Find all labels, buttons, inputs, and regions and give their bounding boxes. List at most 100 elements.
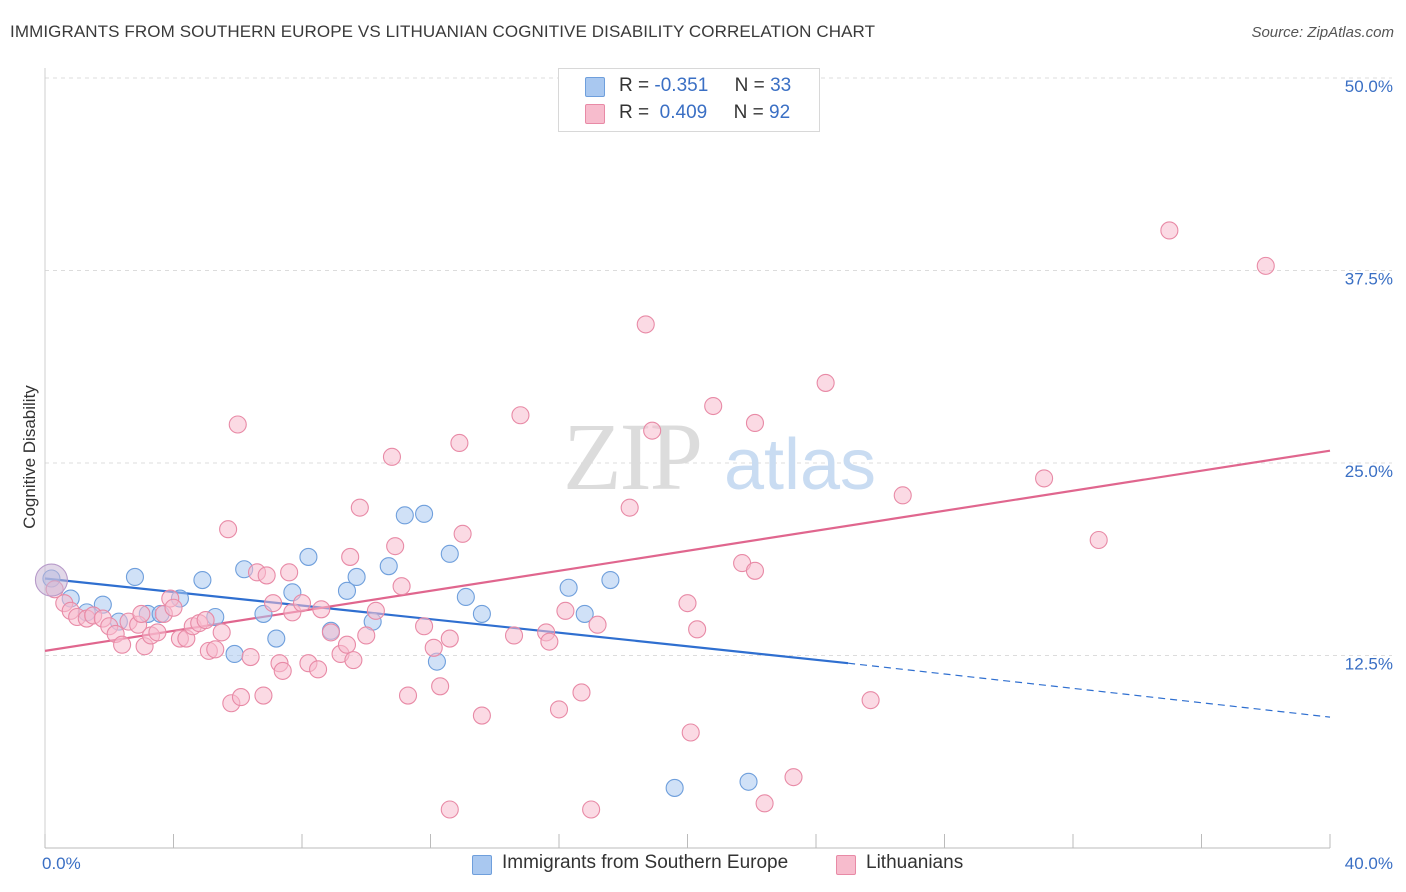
point-lithuanians-73 — [636, 315, 655, 334]
point-immigrants-9 — [193, 570, 212, 590]
point-lithuanians-58 — [431, 677, 450, 696]
point-immigrants-32 — [739, 772, 758, 791]
point-lithuanians-67 — [549, 700, 569, 719]
legend-label-immigrants: Immigrants from Southern Europe — [502, 852, 789, 873]
point-lithuanians-59 — [440, 629, 459, 648]
point-immigrants-30 — [601, 570, 620, 590]
point-lithuanians-44 — [321, 623, 340, 642]
point-lithuanians-82 — [784, 768, 803, 787]
legend-label-lithuanians: Lithuanians — [866, 852, 964, 873]
x-tick-label-0: 0.0% — [42, 854, 81, 873]
point-lithuanians-48 — [344, 651, 363, 670]
point-lithuanians-15 — [148, 623, 167, 642]
point-immigrants-26 — [456, 587, 475, 607]
point-lithuanians-53 — [386, 537, 405, 556]
point-immigrants-27 — [472, 604, 491, 623]
point-lithuanians-42 — [309, 660, 328, 679]
point-immigrants-29 — [575, 604, 594, 623]
point-immigrants-21 — [379, 557, 398, 576]
point-lithuanians-90 — [688, 620, 707, 639]
legend-r-label: R = — [619, 75, 650, 96]
point-lithuanians-91 — [440, 800, 459, 819]
point-lithuanians-9 — [113, 635, 132, 654]
y-tick-label-2: 37.5% — [1345, 270, 1393, 289]
point-lithuanians-68 — [556, 601, 575, 620]
point-lithuanians-33 — [254, 686, 273, 705]
point-lithuanians-81 — [755, 794, 774, 813]
point-lithuanians-18 — [164, 598, 183, 617]
point-cluster-origin — [34, 563, 68, 597]
axes — [44, 68, 1331, 849]
legend-swatch-lithuanians — [836, 855, 856, 875]
point-lithuanians-37 — [273, 661, 292, 680]
point-lithuanians-38 — [280, 563, 299, 582]
point-lithuanians-64 — [511, 406, 530, 425]
point-lithuanians-60 — [450, 433, 469, 453]
point-immigrants-18 — [337, 581, 357, 600]
legend-n-value-immigrants: 33 — [770, 75, 792, 96]
point-lithuanians-79 — [745, 561, 765, 580]
point-lithuanians-30 — [231, 688, 251, 707]
point-immigrants-19 — [347, 567, 366, 587]
point-lithuanians-31 — [241, 647, 260, 667]
point-lithuanians-12 — [132, 604, 151, 623]
source-credit: Source: ZipAtlas.com — [1251, 24, 1394, 41]
tick-labels: 12.5% 25.0% 37.5% 50.0% 0.0% 40.0% — [42, 77, 1393, 873]
point-lithuanians-84 — [861, 691, 880, 710]
point-lithuanians-76 — [681, 723, 700, 742]
y-tick-label-1: 25.0% — [1345, 462, 1393, 481]
point-lithuanians-75 — [678, 594, 697, 613]
legend-r-value-immigrants: -0.351 — [654, 75, 709, 96]
grid-lines — [45, 77, 1392, 656]
legend-swatch-lithuanians — [585, 104, 605, 124]
point-lithuanians-66 — [540, 632, 559, 651]
point-lithuanians-80 — [745, 413, 765, 433]
watermark: ZIP atlas — [563, 403, 876, 510]
point-lithuanians-52 — [382, 447, 402, 466]
point-lithuanians-85 — [893, 486, 912, 505]
point-immigrants-11 — [225, 644, 244, 664]
point-lithuanians-89 — [1256, 256, 1275, 275]
point-lithuanians-46 — [337, 635, 357, 654]
point-lithuanians-49 — [350, 498, 369, 517]
legend-swatch-immigrants — [585, 77, 605, 97]
point-lithuanians-77 — [704, 396, 723, 416]
legend-n-label: N = — [734, 75, 765, 96]
point-lithuanians-26 — [212, 623, 231, 642]
x-tick-label-1: 40.0% — [1345, 854, 1393, 873]
point-lithuanians-88 — [1160, 221, 1179, 240]
legend-swatch-immigrants — [472, 855, 492, 875]
point-immigrants-23 — [415, 504, 434, 523]
point-lithuanians-55 — [398, 686, 418, 705]
point-lithuanians-61 — [453, 524, 472, 543]
watermark-atlas: atlas — [724, 425, 876, 505]
y-tick-label-0: 12.5% — [1345, 655, 1393, 674]
point-lithuanians-35 — [264, 594, 283, 613]
point-lithuanians-69 — [572, 683, 591, 702]
legend-n-label: N = — [733, 102, 764, 123]
point-lithuanians-71 — [588, 615, 607, 634]
legend-n-value-lithuanians: 92 — [769, 102, 791, 123]
y-axis-label: Cognitive Disability — [20, 385, 39, 529]
point-lithuanians-86 — [1035, 469, 1054, 488]
point-immigrants-25 — [440, 544, 459, 563]
chart-title: IMMIGRANTS FROM SOUTHERN EUROPE VS LITHU… — [10, 22, 876, 41]
point-lithuanians-87 — [1089, 530, 1108, 550]
point-lithuanians-34 — [257, 566, 276, 585]
point-lithuanians-74 — [643, 421, 662, 440]
series-legend: Immigrants from Southern Europe Lithuani… — [0, 850, 1406, 880]
point-immigrants-28 — [559, 578, 578, 597]
point-lithuanians-47 — [341, 547, 360, 566]
point-immigrants-14 — [267, 629, 286, 648]
point-lithuanians-43 — [312, 600, 331, 619]
trend-line-extension-immigrants — [848, 662, 1331, 718]
point-lithuanians-54 — [392, 577, 411, 596]
point-lithuanians-70 — [582, 800, 601, 819]
point-lithuanians-72 — [620, 498, 639, 517]
point-lithuanians-27 — [219, 520, 238, 539]
point-lithuanians-63 — [504, 626, 524, 645]
point-immigrants-31 — [665, 778, 684, 797]
watermark-zip: ZIP — [563, 403, 701, 510]
point-immigrants-16 — [299, 547, 318, 566]
